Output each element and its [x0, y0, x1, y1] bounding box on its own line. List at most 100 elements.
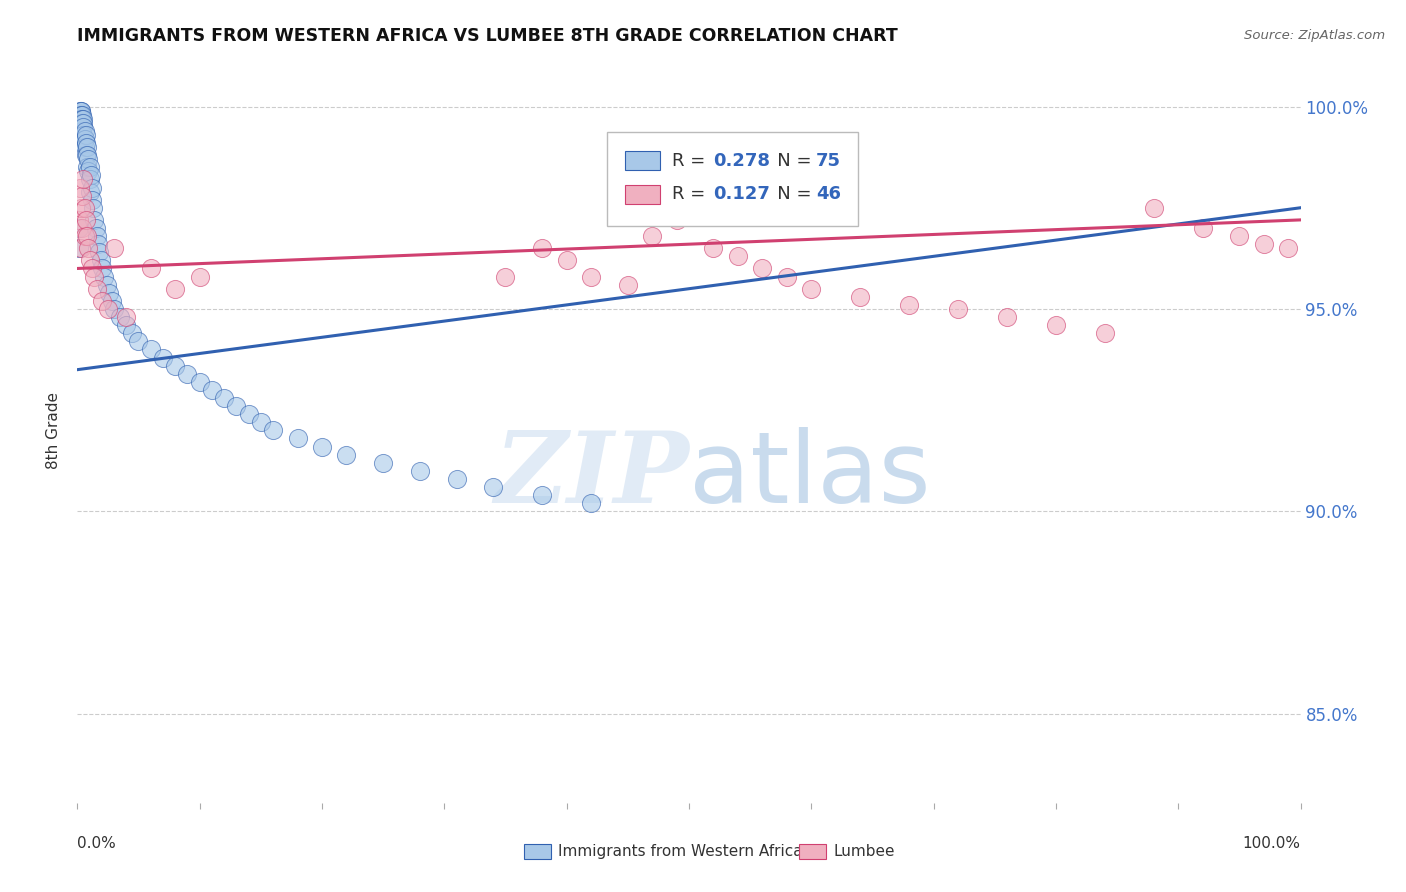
FancyBboxPatch shape [626, 185, 659, 204]
Point [127, 334, 149, 349]
Point [82, 201, 104, 215]
Point [83, 213, 105, 227]
Point [96, 277, 118, 292]
Point [70, 116, 93, 130]
Point [87, 237, 110, 252]
Text: Immigrants from Western Africa: Immigrants from Western Africa [558, 844, 803, 859]
Point [80, 193, 103, 207]
FancyBboxPatch shape [799, 844, 825, 859]
Text: ZIP: ZIP [494, 427, 689, 524]
Point [72, 128, 94, 142]
Point [115, 318, 138, 333]
Point [77, 164, 100, 178]
Point [69, 116, 91, 130]
Point [409, 464, 432, 478]
Point [69, 180, 91, 194]
FancyBboxPatch shape [607, 132, 858, 226]
Point [79, 161, 101, 175]
Point [90, 293, 112, 308]
Point [287, 432, 309, 446]
Point [1253, 237, 1275, 252]
Point [446, 472, 468, 486]
Text: R =: R = [672, 186, 711, 203]
Point [1277, 241, 1299, 255]
Point [86, 229, 108, 244]
Point [165, 282, 187, 296]
Point [86, 282, 108, 296]
Point [89, 245, 111, 260]
Point [98, 285, 121, 300]
Point [79, 172, 101, 186]
Point [70, 112, 93, 126]
Point [90, 261, 112, 276]
Point [482, 480, 505, 494]
Point [93, 269, 115, 284]
Text: atlas: atlas [689, 426, 931, 524]
Point [702, 241, 724, 255]
Point [1191, 221, 1213, 235]
Point [100, 293, 122, 308]
Point [70, 132, 93, 146]
Text: Source: ZipAtlas.com: Source: ZipAtlas.com [1244, 29, 1385, 42]
Point [70, 116, 93, 130]
Point [311, 440, 333, 454]
Text: 0.0%: 0.0% [77, 837, 117, 851]
Point [176, 367, 198, 381]
Point [641, 229, 664, 244]
Point [75, 213, 97, 227]
Text: R =: R = [672, 152, 711, 169]
Point [72, 172, 94, 186]
Point [1143, 201, 1166, 215]
Point [80, 180, 103, 194]
Point [579, 496, 602, 510]
Text: 75: 75 [815, 152, 841, 169]
Text: N =: N = [759, 152, 817, 169]
Point [75, 148, 97, 162]
Point [73, 124, 96, 138]
Point [72, 116, 94, 130]
Point [76, 161, 98, 175]
Text: N =: N = [759, 186, 817, 203]
Point [90, 253, 112, 268]
Point [80, 169, 103, 183]
Point [75, 136, 97, 150]
Point [1094, 326, 1116, 341]
Point [79, 185, 101, 199]
Point [188, 269, 211, 284]
Point [103, 241, 125, 255]
Y-axis label: 8th Grade: 8th Grade [46, 392, 62, 469]
Point [665, 213, 688, 227]
Point [238, 407, 260, 421]
Point [69, 103, 91, 118]
Point [70, 108, 93, 122]
Point [225, 399, 247, 413]
Text: 0.127: 0.127 [713, 186, 770, 203]
Point [84, 221, 107, 235]
Point [73, 229, 96, 244]
Point [165, 359, 187, 373]
Point [139, 343, 162, 357]
Point [73, 140, 96, 154]
Point [67, 213, 90, 227]
Point [555, 253, 578, 268]
Point [80, 261, 103, 276]
Point [77, 241, 100, 255]
Point [97, 301, 120, 316]
Point [70, 188, 93, 202]
Point [77, 152, 100, 166]
Point [72, 120, 94, 134]
Point [69, 112, 91, 126]
Point [69, 108, 91, 122]
Point [201, 383, 224, 397]
Point [70, 103, 93, 118]
Point [579, 269, 602, 284]
Point [250, 415, 273, 429]
Text: 100.0%: 100.0% [1243, 837, 1301, 851]
Point [531, 488, 554, 502]
Point [139, 261, 162, 276]
Point [76, 229, 98, 244]
Point [849, 290, 872, 304]
FancyBboxPatch shape [524, 844, 551, 859]
Point [531, 241, 554, 255]
Point [73, 201, 96, 215]
